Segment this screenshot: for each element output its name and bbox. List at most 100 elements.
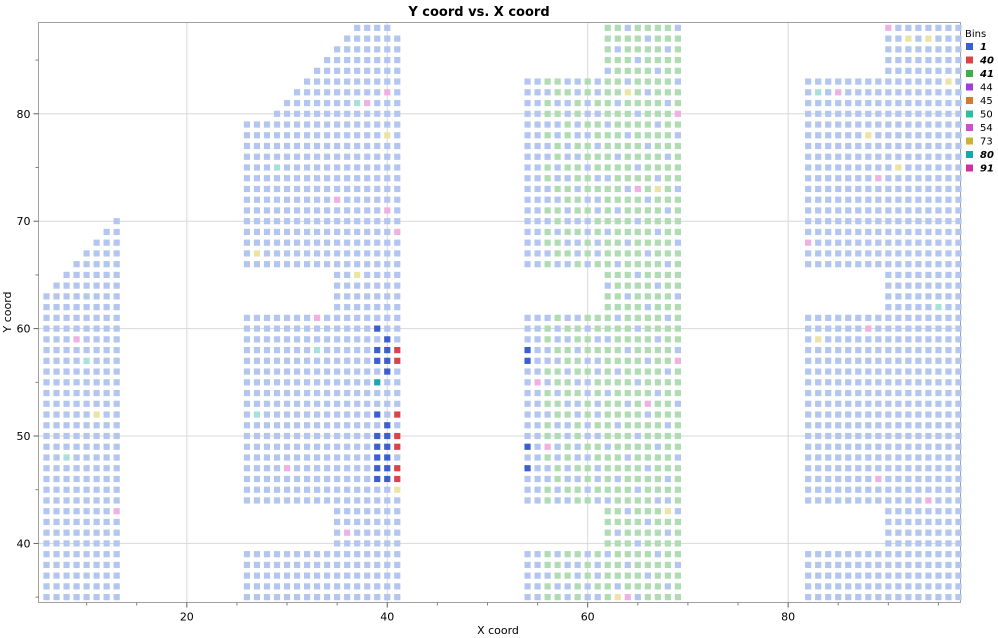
data-point (63, 454, 70, 461)
data-point (544, 261, 551, 268)
data-point (324, 465, 331, 472)
data-point (544, 561, 551, 569)
data-point (324, 142, 331, 150)
data-point (925, 314, 932, 321)
data-point (314, 572, 321, 579)
data-point (845, 78, 852, 85)
data-point (334, 175, 341, 182)
data-point (564, 132, 571, 139)
data-point (845, 228, 852, 236)
data-point (534, 239, 541, 246)
data-point (945, 518, 952, 526)
data-point (654, 368, 661, 375)
data-point (344, 282, 351, 289)
data-point (935, 99, 942, 107)
data-point (875, 99, 882, 107)
data-point (614, 218, 621, 225)
data-point (354, 508, 361, 515)
data-point (43, 529, 50, 536)
data-point (334, 78, 341, 85)
data-point (354, 422, 361, 429)
data-point (825, 121, 832, 128)
data-point (574, 475, 581, 483)
data-point (344, 529, 351, 536)
data-point (865, 572, 872, 579)
data-point (805, 411, 812, 418)
data-point (885, 142, 892, 150)
data-point (865, 368, 872, 375)
data-point (634, 175, 641, 182)
data-point (83, 379, 90, 386)
data-point (524, 89, 531, 96)
data-point (334, 282, 341, 289)
data-point (314, 357, 321, 364)
data-point (384, 261, 391, 268)
data-point (83, 508, 90, 515)
data-point (293, 572, 301, 579)
data-point (815, 153, 822, 160)
data-point (805, 99, 812, 107)
data-point (895, 89, 902, 96)
data-point (945, 497, 952, 504)
data-point (394, 293, 401, 300)
data-point (935, 142, 942, 150)
data-point (875, 250, 882, 257)
data-point (955, 89, 962, 96)
data-point (394, 454, 401, 461)
data-point (293, 196, 301, 203)
data-point (945, 239, 952, 246)
data-point (354, 583, 361, 590)
data-point (825, 175, 832, 182)
data-point (624, 443, 631, 450)
data-point (604, 422, 611, 429)
data-point (664, 239, 671, 246)
data-point (885, 56, 892, 64)
data-point (875, 346, 882, 354)
data-point (805, 443, 812, 450)
data-point (885, 110, 892, 117)
data-point (253, 486, 261, 493)
data-point (895, 379, 902, 386)
data-point (534, 486, 541, 493)
data-point (554, 368, 561, 375)
data-point (945, 99, 952, 107)
data-point (303, 132, 311, 139)
data-point (865, 228, 872, 236)
data-point (364, 46, 371, 53)
data-point (374, 261, 381, 268)
data-point (855, 551, 862, 558)
data-point (815, 89, 822, 96)
data-point (303, 336, 311, 343)
data-point (845, 185, 852, 193)
data-point (594, 454, 601, 461)
data-point (334, 110, 341, 117)
data-point (935, 572, 942, 579)
data-point (394, 432, 401, 440)
data-point (895, 239, 902, 246)
data-point (935, 196, 942, 203)
data-point (674, 175, 681, 182)
data-point (935, 486, 942, 493)
data-point (915, 583, 922, 590)
data-point (394, 56, 401, 64)
data-point (955, 164, 962, 171)
data-point (344, 486, 351, 493)
data-point (564, 561, 571, 569)
data-point (584, 379, 591, 386)
data-point (945, 78, 952, 85)
data-point (584, 572, 591, 579)
data-point (865, 583, 872, 590)
legend-entry: 91 (980, 164, 994, 175)
data-point (945, 293, 952, 300)
data-point (885, 497, 892, 504)
data-point (815, 454, 822, 461)
data-point (624, 67, 631, 74)
data-point (384, 110, 391, 117)
data-point (815, 422, 822, 429)
data-point (935, 540, 942, 547)
data-point (815, 465, 822, 472)
data-point (674, 336, 681, 343)
data-point (634, 142, 641, 150)
data-point (955, 314, 962, 321)
data-point (925, 475, 932, 483)
